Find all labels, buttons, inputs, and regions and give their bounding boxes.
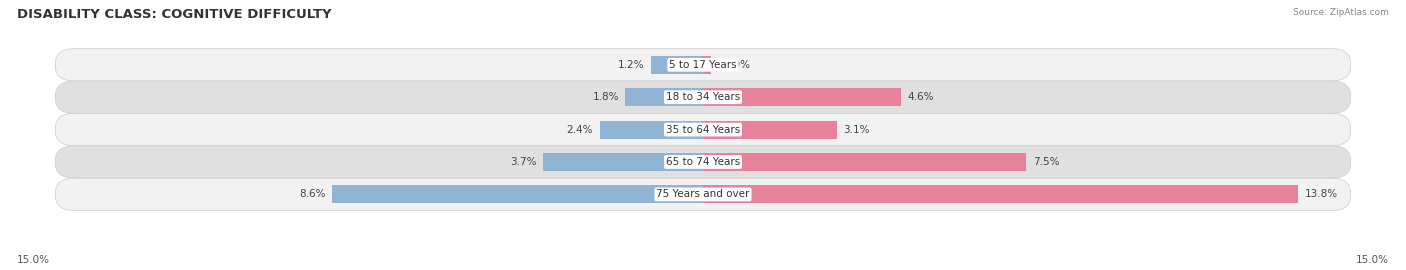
FancyBboxPatch shape: [55, 178, 1351, 211]
Text: DISABILITY CLASS: COGNITIVE DIFFICULTY: DISABILITY CLASS: COGNITIVE DIFFICULTY: [17, 8, 332, 21]
Text: 15.0%: 15.0%: [1357, 255, 1389, 265]
Text: 2.4%: 2.4%: [567, 124, 593, 135]
Text: 65 to 74 Years: 65 to 74 Years: [666, 157, 740, 167]
Text: 1.2%: 1.2%: [619, 60, 645, 70]
Text: 75 Years and over: 75 Years and over: [657, 189, 749, 200]
FancyBboxPatch shape: [55, 146, 1351, 178]
FancyBboxPatch shape: [55, 81, 1351, 113]
Bar: [626, 88, 703, 106]
Bar: [544, 153, 703, 171]
Bar: [651, 56, 703, 74]
Text: 15.0%: 15.0%: [17, 255, 49, 265]
Bar: [703, 56, 711, 74]
Bar: [703, 121, 837, 139]
Text: 5 to 17 Years: 5 to 17 Years: [669, 60, 737, 70]
Bar: [703, 185, 1298, 203]
Text: 0.19%: 0.19%: [717, 60, 751, 70]
Bar: [703, 88, 901, 106]
Text: 3.1%: 3.1%: [844, 124, 870, 135]
Text: 18 to 34 Years: 18 to 34 Years: [666, 92, 740, 102]
Text: 4.6%: 4.6%: [908, 92, 935, 102]
Text: Source: ZipAtlas.com: Source: ZipAtlas.com: [1294, 8, 1389, 17]
Text: 8.6%: 8.6%: [299, 189, 326, 200]
Bar: [599, 121, 703, 139]
Text: 3.7%: 3.7%: [510, 157, 537, 167]
Bar: [703, 153, 1026, 171]
FancyBboxPatch shape: [55, 113, 1351, 146]
Bar: [332, 185, 703, 203]
Text: 7.5%: 7.5%: [1033, 157, 1059, 167]
FancyBboxPatch shape: [55, 49, 1351, 81]
Text: 13.8%: 13.8%: [1305, 189, 1337, 200]
Text: 35 to 64 Years: 35 to 64 Years: [666, 124, 740, 135]
Text: 1.8%: 1.8%: [592, 92, 619, 102]
